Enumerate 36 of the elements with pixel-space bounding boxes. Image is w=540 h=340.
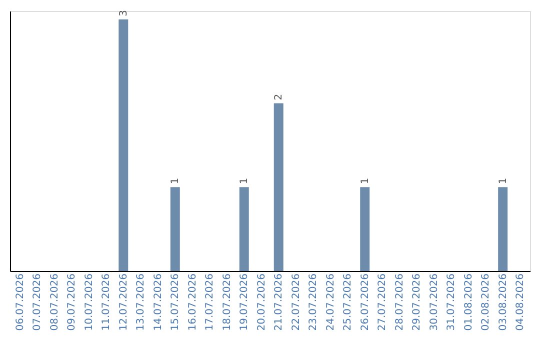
x-tick-label: 19.07.2026: [239, 274, 250, 331]
x-tick-label: 09.07.2026: [66, 274, 78, 331]
x-tick-label: 24.07.2026: [325, 274, 336, 331]
x-tick-label: 07.07.2026: [32, 274, 44, 331]
x-tick-label: 16.07.2026: [187, 274, 198, 331]
x-tick-label: 10.07.2026: [84, 274, 95, 331]
data-label: 3: [118, 10, 130, 16]
x-tick-label: 17.07.2026: [204, 274, 216, 331]
x-tick-label: 12.07.2026: [118, 274, 130, 331]
x-tick-label: 11.07.2026: [101, 274, 112, 331]
x-tick-label: 23.07.2026: [308, 274, 320, 331]
data-label: 1: [360, 178, 371, 184]
x-tick-label: 22.07.2026: [290, 274, 302, 331]
x-tick-label: 01.08.2026: [463, 274, 474, 331]
x-tick-label: 13.07.2026: [136, 274, 147, 331]
x-tick-label: 30.07.2026: [428, 274, 440, 331]
x-tick-label: 04.08.2026: [515, 274, 526, 331]
x-tick-label: 26.07.2026: [360, 274, 371, 331]
x-tick-label: 15.07.2026: [170, 274, 182, 331]
data-label: 1: [239, 178, 250, 184]
x-tick-label: 21.07.2026: [274, 274, 285, 331]
x-tick-label: 02.08.2026: [480, 274, 492, 331]
data-label: 1: [170, 178, 182, 184]
x-tick-label: 31.07.2026: [446, 274, 458, 331]
x-tick-label: 25.07.2026: [342, 274, 354, 331]
x-tick-label: 18.07.2026: [222, 274, 233, 331]
x-tick-label: 20.07.2026: [256, 274, 268, 331]
x-tick-label: 28.07.2026: [394, 274, 406, 331]
x-tick-label: 29.07.2026: [412, 274, 423, 331]
data-label: 1: [498, 178, 509, 184]
data-label: 2: [274, 94, 285, 100]
x-tick-label: 03.08.2026: [498, 274, 509, 331]
x-tick-label: 06.07.2026: [14, 274, 26, 331]
x-tick-label: 08.07.2026: [49, 274, 60, 331]
x-tick-label: 14.07.2026: [152, 274, 164, 331]
x-tick-label: 27.07.2026: [377, 274, 388, 331]
